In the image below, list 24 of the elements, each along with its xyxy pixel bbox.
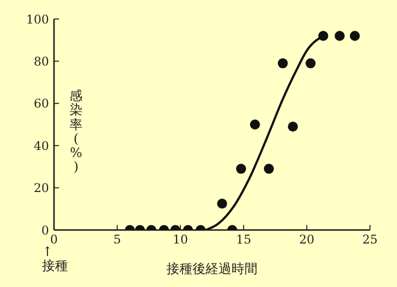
x-tick-label: 25 <box>362 232 378 247</box>
y-tick-label: 60 <box>34 96 49 111</box>
point <box>350 30 360 41</box>
point <box>318 30 328 41</box>
x-tick-label: 15 <box>236 232 252 247</box>
x-tick-label: 5 <box>113 232 122 247</box>
point <box>278 58 288 68</box>
y-tick-label: 20 <box>34 181 49 196</box>
text: ↑ 接種 <box>42 245 68 275</box>
y-axis-title: 感染率(%) <box>68 89 84 176</box>
point <box>236 164 246 174</box>
y-tick-label: 40 <box>34 138 49 153</box>
point <box>288 122 298 132</box>
x-axis-title: 接種後経過時間 <box>166 262 258 277</box>
x-tick-label: 10 <box>172 232 188 247</box>
point <box>334 30 345 41</box>
point <box>306 58 316 68</box>
point <box>250 120 260 130</box>
x-tick-label: 0 <box>50 232 58 247</box>
y-tick-label: 100 <box>26 12 49 26</box>
y-tick-label: 80 <box>34 54 49 68</box>
point <box>264 164 274 174</box>
y-tick-label: 0 <box>41 223 49 238</box>
x-tick-label: 20 <box>299 232 314 247</box>
